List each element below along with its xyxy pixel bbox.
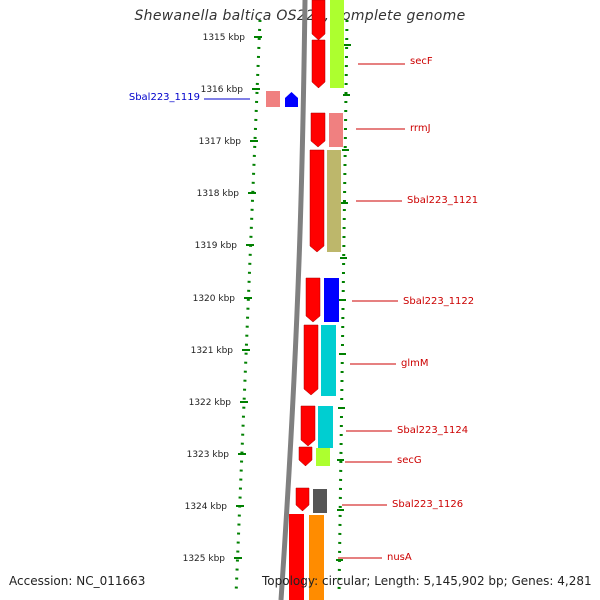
gene-Sbal223_1122[interactable] — [324, 278, 339, 322]
ruler-tick-label: 1323 kbp — [187, 450, 230, 460]
gene-Sbal223_1126[interactable] — [313, 489, 327, 513]
ruler-tick-label: 1319 kbp — [195, 241, 238, 251]
gene-label-glmM[interactable]: glmM — [401, 358, 429, 369]
cds-arrow[interactable] — [303, 324, 319, 396]
cds-arrow[interactable] — [298, 446, 313, 467]
ruler-tick-label: 1324 kbp — [185, 502, 228, 512]
ruler-tick-label: 1315 kbp — [203, 33, 246, 43]
cds-arrow[interactable] — [309, 149, 325, 253]
cds-arrow[interactable] — [311, 39, 326, 89]
gene-glmM[interactable] — [321, 325, 336, 396]
ruler-tick-label: 1322 kbp — [189, 398, 232, 408]
cds-arrow[interactable] — [305, 277, 321, 323]
cds-arrow[interactable] — [310, 112, 326, 148]
gene-label-secG[interactable]: secG — [397, 455, 422, 466]
map-title: Shewanella baltica OS223, complete genom… — [134, 8, 466, 24]
cds-arrow[interactable] — [289, 514, 304, 600]
ruler-tick-label: 1317 kbp — [199, 137, 242, 147]
gene-label-Sbal223_1121[interactable]: Sbal223_1121 — [407, 195, 478, 206]
ruler-tick-label: 1320 kbp — [193, 294, 236, 304]
ruler-dotted-line-left — [234, 19, 262, 596]
gene-arrow-blue[interactable] — [285, 92, 298, 107]
gene-label-Sbal223_1119[interactable]: Sbal223_1119 — [129, 92, 200, 103]
ruler-dotted-line-right — [337, 19, 349, 596]
topology-text: Topology: circular; Length: 5,145,902 bp… — [262, 574, 592, 588]
gene-Sbal223_1124[interactable] — [318, 406, 333, 448]
gene-label-secF[interactable]: secF — [410, 56, 433, 67]
cds-arrow[interactable] — [311, 0, 326, 41]
gene-nusA[interactable] — [309, 515, 324, 600]
gene-secG[interactable] — [316, 448, 330, 466]
genome-backbone — [278, 0, 308, 600]
gene-label-Sbal223_1126[interactable]: Sbal223_1126 — [392, 499, 463, 510]
gene-secF[interactable] — [330, 0, 344, 88]
cds-arrow[interactable] — [300, 405, 316, 447]
gene-Sbal223_1121[interactable] — [327, 150, 341, 252]
ruler-tick-label: 1318 kbp — [197, 189, 240, 199]
cds-arrow[interactable] — [295, 487, 310, 512]
gene-label-nusA[interactable]: nusA — [387, 552, 412, 563]
gene-Sbal223_1119[interactable] — [266, 91, 280, 107]
ruler-tick-label: 1325 kbp — [183, 554, 226, 564]
accession-text: Accession: NC_011663 — [9, 574, 146, 588]
gene-label-rrmJ[interactable]: rrmJ — [410, 123, 431, 134]
gene-label-Sbal223_1122[interactable]: Sbal223_1122 — [403, 296, 474, 307]
ruler-tick-label: 1316 kbp — [201, 85, 244, 95]
gene-rrmJ[interactable] — [329, 113, 343, 147]
ruler-tick-label: 1321 kbp — [191, 346, 234, 356]
gene-label-Sbal223_1124[interactable]: Sbal223_1124 — [397, 425, 468, 436]
